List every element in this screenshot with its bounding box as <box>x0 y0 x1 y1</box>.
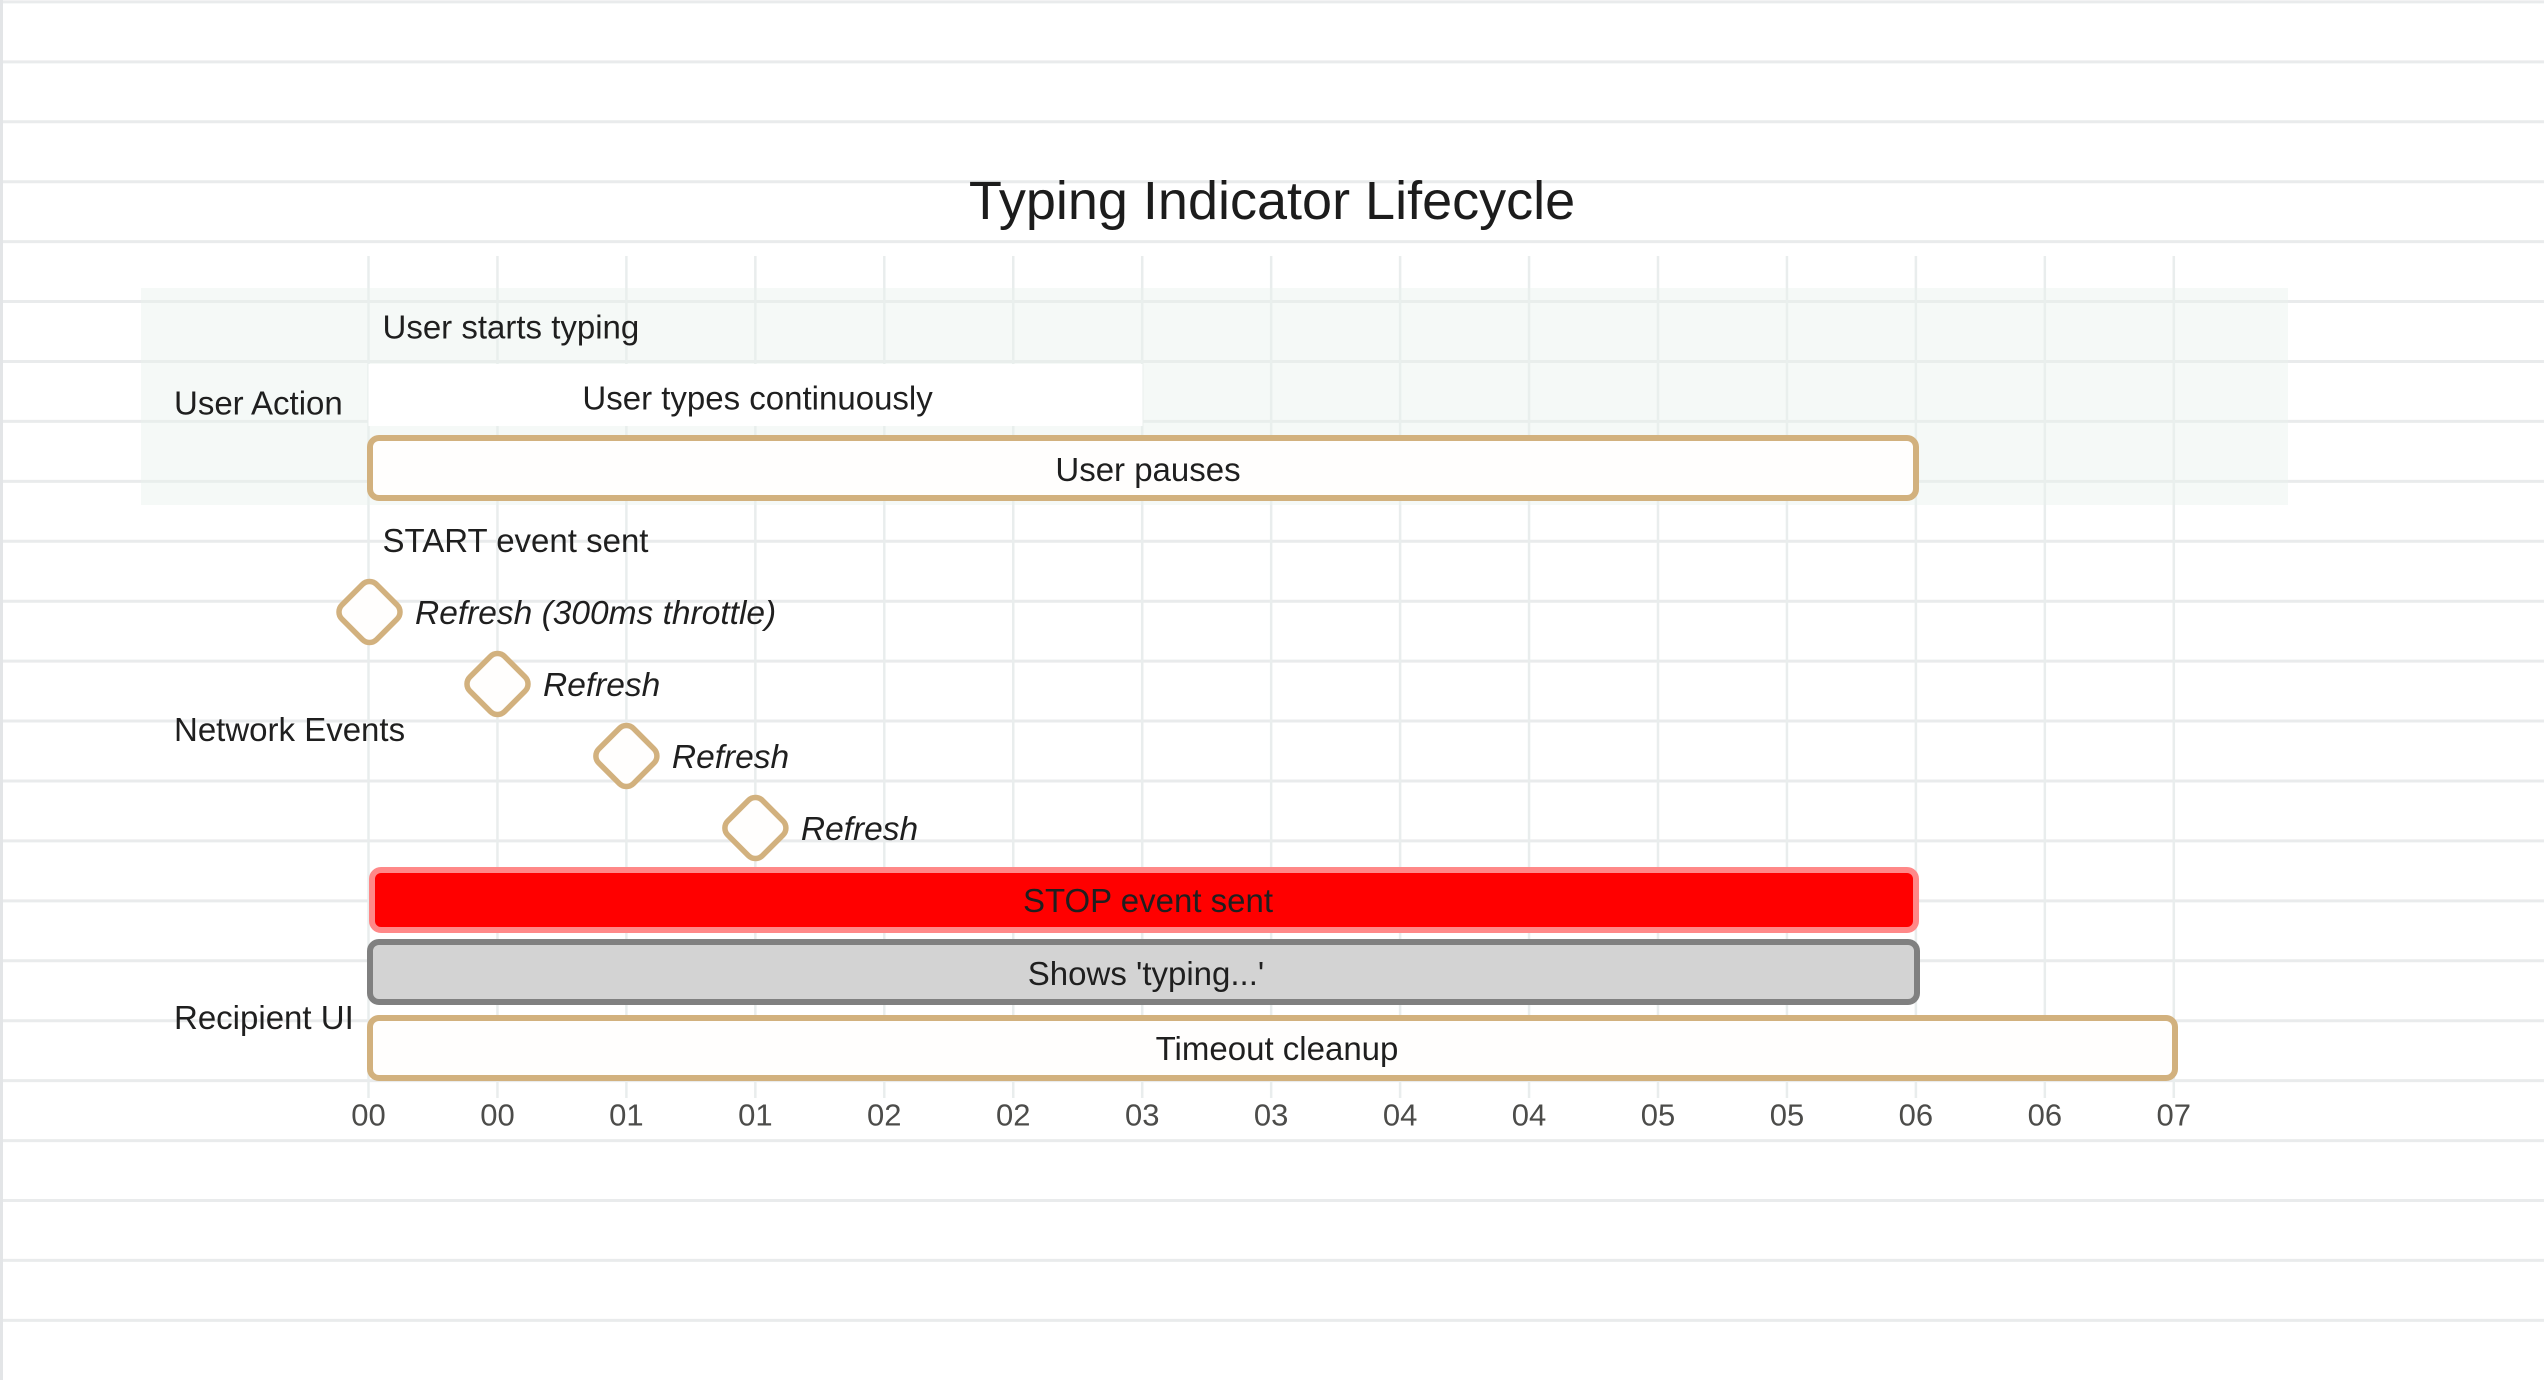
svg-text:User starts typing: User starts typing <box>383 309 640 346</box>
svg-text:User Action: User Action <box>174 385 343 422</box>
svg-text:02: 02 <box>867 1098 901 1133</box>
svg-text:05: 05 <box>1770 1098 1804 1133</box>
svg-text:Refresh: Refresh <box>801 811 918 848</box>
svg-text:Refresh (300ms throttle): Refresh (300ms throttle) <box>415 595 776 632</box>
svg-text:Refresh: Refresh <box>543 667 660 704</box>
svg-text:Recipient UI: Recipient UI <box>174 999 354 1036</box>
svg-text:03: 03 <box>1125 1098 1159 1133</box>
svg-text:07: 07 <box>2157 1098 2191 1133</box>
svg-text:02: 02 <box>996 1098 1030 1133</box>
svg-text:Timeout cleanup: Timeout cleanup <box>1156 1030 1399 1067</box>
svg-text:START event sent: START event sent <box>383 522 649 559</box>
svg-text:Typing Indicator Lifecycle: Typing Indicator Lifecycle <box>969 171 1575 231</box>
svg-text:User types continuously: User types continuously <box>582 380 933 417</box>
svg-text:04: 04 <box>1383 1098 1417 1133</box>
svg-text:00: 00 <box>351 1098 385 1133</box>
svg-text:STOP event sent: STOP event sent <box>1023 882 1273 919</box>
svg-text:Refresh: Refresh <box>672 739 789 776</box>
svg-text:06: 06 <box>2028 1098 2062 1133</box>
svg-text:Network Events: Network Events <box>174 711 405 748</box>
svg-text:06: 06 <box>1899 1098 1933 1133</box>
svg-text:04: 04 <box>1512 1098 1546 1133</box>
svg-text:01: 01 <box>609 1098 643 1133</box>
svg-text:03: 03 <box>1254 1098 1288 1133</box>
svg-text:Shows 'typing...': Shows 'typing...' <box>1028 955 1264 992</box>
svg-text:User pauses: User pauses <box>1055 451 1240 488</box>
svg-text:01: 01 <box>738 1098 772 1133</box>
svg-text:05: 05 <box>1641 1098 1675 1133</box>
svg-text:00: 00 <box>480 1098 514 1133</box>
